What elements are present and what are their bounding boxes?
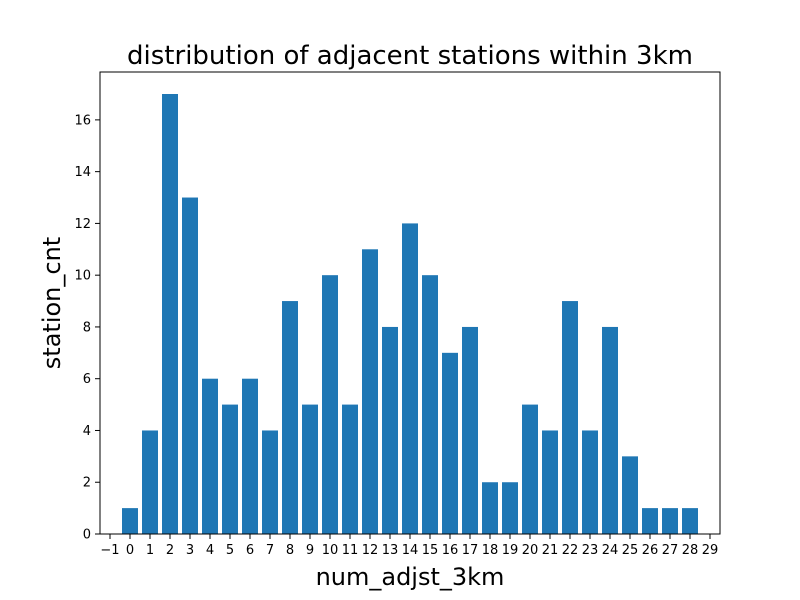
bar-12	[362, 249, 378, 534]
x-tick-label: 4	[206, 543, 214, 558]
x-tick-label: 1	[146, 543, 154, 558]
bars-group	[122, 94, 698, 535]
x-tick-label: 21	[542, 543, 559, 558]
x-axis-ticks: −1 0 1 2 3 4 5 6 7 8 9 10 11 12 13 14 15 16 17 18 19 20 21 22 23…	[100, 534, 718, 558]
x-tick-label: 23	[582, 543, 599, 558]
bar-2	[162, 94, 178, 534]
bar-15	[422, 275, 438, 534]
y-tick-label: 12	[74, 217, 91, 232]
y-axis-label: station_cnt	[38, 237, 66, 369]
bar-4	[202, 378, 218, 534]
y-tick-label: 8	[83, 320, 91, 335]
x-tick-label: 13	[382, 543, 399, 558]
bar-20	[522, 404, 538, 534]
x-tick-label: 29	[702, 543, 719, 558]
bar-3	[182, 197, 198, 534]
bar-18	[482, 482, 498, 534]
x-tick-label: 9	[306, 543, 314, 558]
x-tick-label: 27	[662, 543, 679, 558]
y-tick-label: 16	[74, 113, 91, 128]
y-tick-label: 0	[83, 528, 91, 543]
bar-1	[142, 430, 158, 534]
y-tick-label: 6	[83, 372, 91, 387]
plot-frame	[99, 71, 721, 535]
x-tick-label: 18	[482, 543, 499, 558]
x-axis-label: num_adjst_3km	[316, 563, 505, 591]
y-tick-label: 10	[74, 269, 91, 284]
bar-9	[302, 404, 318, 534]
bar-13	[382, 326, 398, 534]
bar-10	[322, 275, 338, 534]
bar-22	[562, 301, 578, 534]
x-tick-label: 2	[166, 543, 174, 558]
bar-0	[122, 508, 138, 534]
x-tick-label: 25	[622, 543, 639, 558]
x-tick-label: 7	[266, 543, 274, 558]
chart-title: distribution of adjacent stations within…	[127, 41, 693, 71]
x-tick-label: 12	[362, 543, 379, 558]
bar-21	[542, 430, 558, 534]
x-tick-label: 28	[682, 543, 699, 558]
bar-23	[582, 430, 598, 534]
x-tick-label: 14	[402, 543, 419, 558]
x-tick-label: 17	[462, 543, 479, 558]
x-tick-label: 10	[322, 543, 339, 558]
bar-24	[602, 326, 618, 534]
y-axis-ticks: 0 2 4 6 8 10 12 14 16	[74, 113, 100, 543]
bar-8	[282, 301, 298, 534]
bar-16	[442, 352, 458, 534]
bar-7	[262, 430, 278, 534]
bar-6	[242, 378, 258, 534]
y-tick-label: 2	[83, 476, 91, 491]
x-tick-label: 8	[286, 543, 294, 558]
x-tick-label: 6	[246, 543, 254, 558]
x-tick-label: 24	[602, 543, 619, 558]
x-tick-label: 3	[186, 543, 194, 558]
bar-25	[622, 456, 638, 534]
bar-11	[342, 404, 358, 534]
bar-28	[682, 508, 698, 534]
y-tick-label: 14	[74, 165, 91, 180]
x-tick-label: 20	[522, 543, 539, 558]
x-tick-label: 15	[422, 543, 439, 558]
x-tick-label: 22	[562, 543, 579, 558]
bar-19	[502, 482, 518, 534]
x-tick-label: 26	[642, 543, 659, 558]
x-tick-label: 0	[126, 543, 134, 558]
bar-26	[642, 508, 658, 534]
bar-27	[662, 508, 678, 534]
x-tick-label: 11	[342, 543, 359, 558]
x-tick-label: 19	[502, 543, 519, 558]
bar-14	[402, 223, 418, 535]
x-tick-label: 16	[442, 543, 459, 558]
y-tick-label: 4	[83, 424, 91, 439]
x-tick-label: 5	[226, 543, 234, 558]
bar-17	[462, 326, 478, 534]
x-tick-label: −1	[100, 543, 119, 558]
bar-5	[222, 404, 238, 534]
